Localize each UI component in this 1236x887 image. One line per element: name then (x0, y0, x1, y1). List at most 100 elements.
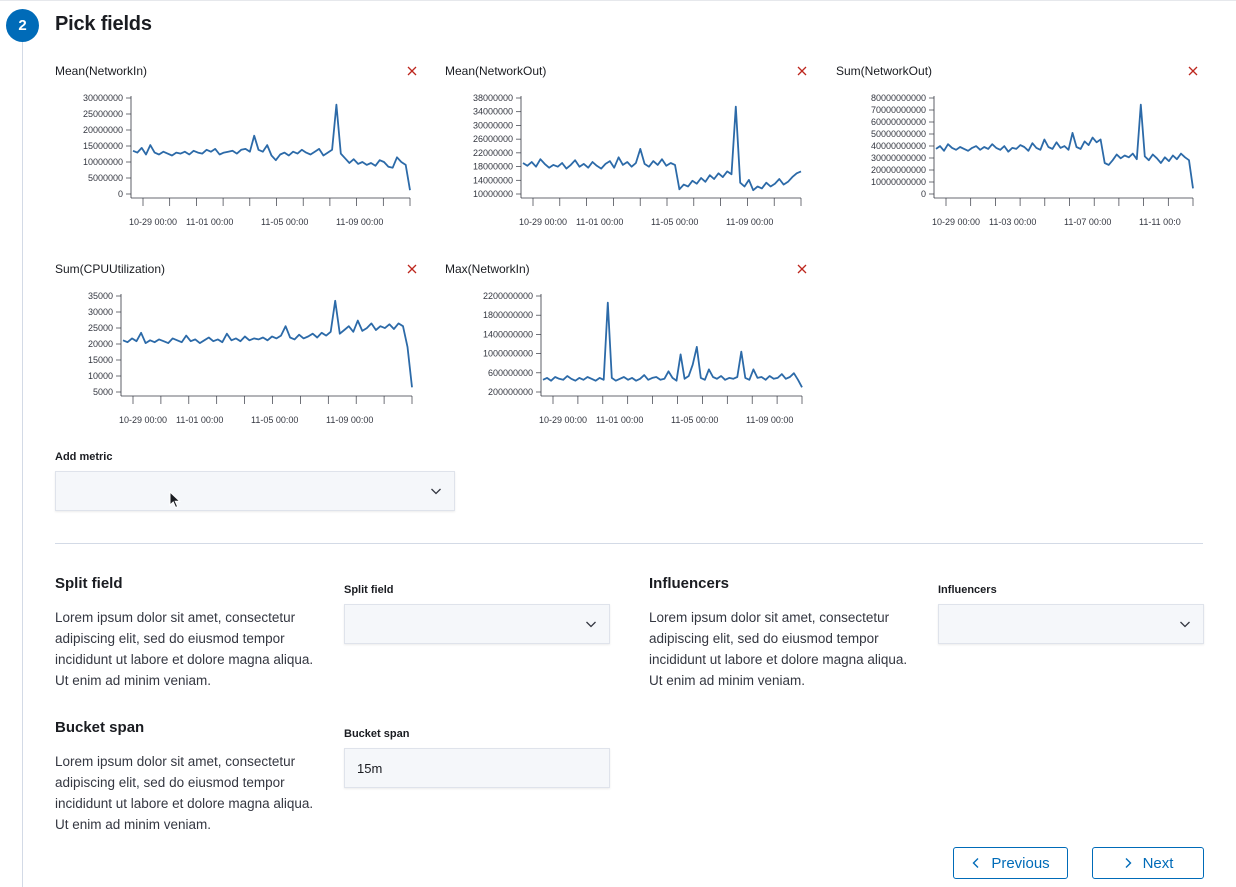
step-title: Pick fields (55, 13, 152, 35)
series-line (522, 105, 802, 192)
bucket-span-title: Bucket span (55, 719, 145, 736)
x-tick-label: 10-29 00:00 (129, 217, 177, 227)
y-tick-label: 80000000000 (871, 93, 926, 103)
metric-chart-title: Sum(NetworkOut) (836, 64, 933, 78)
metric-chart-title: Mean(NetworkIn) (55, 64, 148, 78)
metric-chart-panel: Max(NetworkIn) 2200000000 1800000000 14000… (445, 262, 815, 432)
y-tick-label: 10000000 (473, 189, 513, 199)
x-tick-label: 11-09 00:00 (336, 217, 383, 227)
y-tick-label: 50000000000 (871, 129, 926, 139)
section-divider (55, 543, 1203, 544)
y-tick-label: 25000000 (83, 109, 123, 119)
add-metric-select[interactable] (55, 471, 455, 511)
y-tick-label: 1000000000 (483, 349, 533, 359)
y-tick-label: 30000000 (83, 93, 123, 103)
y-tick-label: 30000000 (473, 120, 513, 130)
y-tick-label: 20000000000 (871, 165, 926, 175)
x-tick-label: 10-29 00:00 (539, 415, 587, 425)
x-tick-label: 11-01 00:00 (186, 217, 233, 227)
previous-button[interactable]: Previous (953, 847, 1068, 879)
y-tick-label: 10000000000 (871, 177, 926, 187)
y-tick-label: 600000000 (488, 368, 533, 378)
y-tick-label: 10000 (88, 371, 113, 381)
y-tick-label: 0 (118, 189, 123, 199)
y-tick-label: 200000000 (488, 387, 533, 397)
y-tick-label: 30000 (88, 307, 113, 317)
y-tick-label: 26000000 (473, 134, 513, 144)
x-tick-label: 10-29 00:00 (119, 415, 167, 425)
y-tick-label: 5000000 (88, 173, 123, 183)
chevron-down-icon (1180, 621, 1190, 628)
chevron-right-icon (1125, 858, 1132, 868)
x-tick-label: 11-09 00:00 (726, 217, 773, 227)
chevron-down-icon (431, 488, 441, 495)
influencers-select[interactable] (938, 604, 1204, 644)
x-tick-label: 11-05 00:00 (261, 217, 308, 227)
x-tick-label: 11-09 00:00 (326, 415, 373, 425)
y-tick-label: 15000000 (83, 141, 123, 151)
y-tick-label: 1800000000 (483, 310, 533, 320)
y-tick-label: 1400000000 (483, 329, 533, 339)
y-tick-label: 35000 (88, 291, 113, 301)
x-tick-label: 11-11 00:0 (1139, 217, 1181, 227)
split-field-title: Split field (55, 575, 123, 592)
y-tick-label: 70000000000 (871, 105, 926, 115)
series-line (542, 301, 803, 388)
next-button[interactable]: Next (1092, 847, 1204, 879)
remove-metric-cross-icon[interactable] (1186, 64, 1200, 78)
x-tick-label: 11-09 00:00 (746, 415, 793, 425)
split-field-description: Lorem ipsum dolor sit amet, consectetur … (55, 610, 314, 688)
y-tick-label: 20000000 (83, 125, 123, 135)
x-tick-label: 11-01 00:00 (176, 415, 223, 425)
metric-chart: 80000000000 70000000000 60000000000 5000000… (871, 93, 1194, 227)
metric-chart: 38000000 34000000 30000000 26000000 22000000… (473, 93, 802, 227)
chevron-left-icon (972, 858, 979, 868)
metric-chart-panel: Mean(NetworkIn) 30000000 25000000 20000000… (55, 64, 425, 234)
y-tick-label: 20000 (88, 339, 113, 349)
x-tick-label: 10-29 00:00 (519, 217, 567, 227)
metric-chart-panel: Sum(CPUUtilization) 35000 30000 25000 20000… (55, 262, 425, 432)
chevron-down-icon (586, 621, 596, 628)
remove-metric-cross-icon[interactable] (795, 262, 809, 276)
mouse-pointer-icon (169, 491, 181, 509)
x-tick-label: 11-01 00:00 (596, 415, 643, 425)
metric-chart: 30000000 25000000 20000000 15000000 10000000… (83, 93, 411, 227)
metric-chart: 2200000000 1800000000 1400000000 1000000000… (483, 291, 803, 425)
step-number-badge: 2 (6, 9, 39, 42)
metric-chart-title: Mean(NetworkOut) (445, 64, 547, 78)
top-border (0, 0, 1236, 1)
influencers-description: Lorem ipsum dolor sit amet, consectetur … (649, 610, 908, 688)
influencers-title: Influencers (649, 575, 730, 592)
metric-chart-panel: Sum(NetworkOut) 80000000000 70000000000 60… (836, 64, 1206, 234)
y-tick-label: 25000 (88, 323, 113, 333)
metric-chart-panel: Mean(NetworkOut) 38000000 34000000 3000000… (445, 64, 815, 234)
y-tick-label: 38000000 (473, 93, 513, 103)
step-connector-line (22, 40, 23, 887)
split-field-select[interactable] (344, 604, 610, 644)
remove-metric-cross-icon[interactable] (405, 262, 419, 276)
metric-chart: 35000 30000 25000 20000 15000 10000 5000 10-29 … (88, 291, 413, 425)
bucket-span-input[interactable]: 15m (344, 748, 610, 788)
y-tick-label: 0 (921, 189, 926, 199)
y-tick-label: 34000000 (473, 107, 513, 117)
next-button-label: Next (1142, 854, 1174, 872)
remove-metric-cross-icon[interactable] (795, 64, 809, 78)
y-tick-label: 10000000 (83, 157, 123, 167)
remove-metric-cross-icon[interactable] (405, 64, 419, 78)
y-tick-label: 15000 (88, 355, 113, 365)
metric-chart-title: Max(NetworkIn) (445, 262, 530, 276)
y-tick-label: 18000000 (473, 162, 513, 172)
x-tick-label: 10-29 00:00 (932, 217, 980, 227)
y-tick-label: 40000000000 (871, 141, 926, 151)
x-tick-label: 11-03 00:00 (989, 217, 1036, 227)
bucket-span-label: Bucket span (344, 728, 410, 740)
metric-chart-title: Sum(CPUUtilization) (55, 262, 166, 276)
influencers-label: Influencers (938, 584, 997, 596)
previous-button-label: Previous (991, 854, 1050, 872)
x-tick-label: 11-07 00:00 (1064, 217, 1111, 227)
y-tick-label: 2200000000 (483, 291, 533, 301)
y-tick-label: 30000000000 (871, 153, 926, 163)
series-line (935, 103, 1194, 189)
x-tick-label: 11-05 00:00 (671, 415, 718, 425)
y-tick-label: 22000000 (473, 148, 513, 158)
